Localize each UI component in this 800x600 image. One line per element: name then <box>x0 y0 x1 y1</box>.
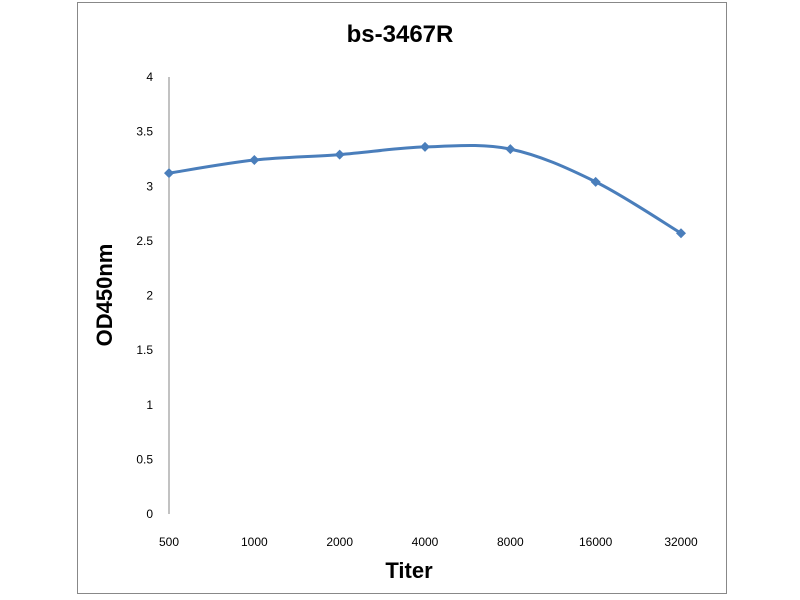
y-tick-label: 4 <box>146 70 153 84</box>
y-tick-label: 1 <box>146 398 153 412</box>
x-tick-label: 1000 <box>241 535 268 549</box>
x-tick-labels: 500 1000 2000 4000 8000 16000 32000 <box>159 535 698 549</box>
data-point-marker <box>590 176 601 187</box>
data-point-marker <box>676 228 686 239</box>
series-line <box>168 143 682 235</box>
chart-title: bs-3467R <box>347 21 454 48</box>
y-tick-labels: 0 0.5 1 1.5 2 2.5 3 3.5 4 <box>136 70 153 521</box>
x-tick-label: 500 <box>159 535 179 549</box>
x-tick-label: 8000 <box>497 535 524 549</box>
y-tick-label: 3 <box>146 179 153 193</box>
data-point-marker <box>420 141 430 152</box>
series <box>164 141 686 239</box>
x-tick-label: 4000 <box>412 535 439 549</box>
y-tick-label: 2 <box>146 289 153 303</box>
y-tick-label: 2.5 <box>136 234 153 248</box>
data-point-marker <box>249 155 260 166</box>
x-axis-title: Titer <box>385 558 433 583</box>
y-tick-label: 1.5 <box>136 343 153 357</box>
y-tick-label: 0 <box>146 507 153 521</box>
chart-frame <box>77 2 727 594</box>
x-tick-label: 16000 <box>579 535 613 549</box>
x-tick-label: 32000 <box>664 535 698 549</box>
data-point-marker <box>505 144 516 155</box>
data-point-marker <box>334 149 345 160</box>
data-point-marker <box>164 168 174 179</box>
y-tick-label: 3.5 <box>136 125 153 139</box>
y-axis-title: OD450nm <box>92 244 117 347</box>
y-tick-label: 0.5 <box>136 452 153 466</box>
x-tick-label: 2000 <box>326 535 353 549</box>
